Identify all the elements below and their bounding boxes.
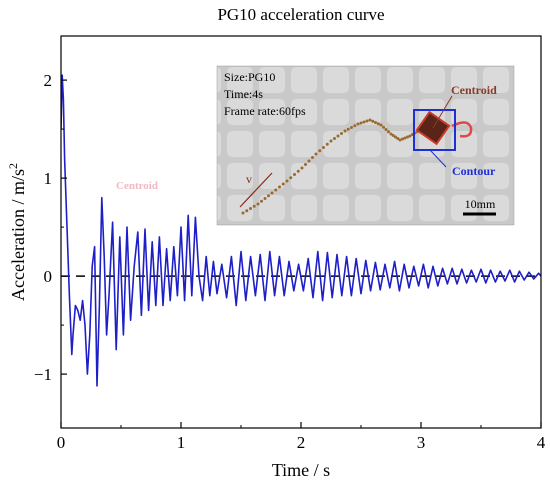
trajectory-dot xyxy=(353,124,356,127)
y-tick-label: −1 xyxy=(34,365,52,384)
trajectory-dot xyxy=(274,189,277,192)
trajectory-dot xyxy=(282,183,285,186)
trajectory-dot xyxy=(242,212,245,215)
trajectory-dot xyxy=(377,122,380,125)
trajectory-dot xyxy=(245,209,248,212)
trajectory-dot xyxy=(293,173,296,176)
trajectory-dot xyxy=(326,143,329,146)
trajectory-dot xyxy=(369,119,372,122)
trajectory-dot xyxy=(385,128,388,131)
y-tick-label: 1 xyxy=(44,169,53,188)
trajectory-dot xyxy=(253,205,256,208)
y-axis-label: Acceleration / m/s2 xyxy=(6,163,28,301)
trajectory-dot xyxy=(357,123,360,126)
x-tick-label: 0 xyxy=(57,433,66,452)
x-axis: 0 1 2 3 4 xyxy=(57,422,546,452)
centroid-label: Centroid xyxy=(451,83,497,97)
inset-image: Size:PG10 Time:4s Frame rate:60fps v Cen… xyxy=(217,66,514,225)
trajectory-dot xyxy=(363,121,366,124)
trajectory-dot xyxy=(267,194,270,197)
trajectory-dot xyxy=(340,132,343,135)
trajectory-dot xyxy=(297,170,300,173)
trajectory-dot xyxy=(333,137,336,140)
trajectory-dot xyxy=(301,167,304,170)
trajectory-dot xyxy=(371,120,374,123)
trajectory-dot xyxy=(308,160,311,163)
trajectory-dot xyxy=(286,180,289,183)
x-tick-label: 2 xyxy=(297,433,306,452)
trajectory-dot xyxy=(249,207,252,210)
inset-size-label: Size:PG10 xyxy=(224,70,275,84)
y-tick-label: 0 xyxy=(44,267,53,286)
trajectory-dot xyxy=(382,126,385,129)
trajectory-dot xyxy=(347,128,350,131)
trajectory-dot xyxy=(337,135,340,138)
inset-time-label: Time:4s xyxy=(224,87,263,101)
trajectory-dot xyxy=(311,156,314,159)
trajectory-dot xyxy=(278,186,281,189)
x-tick-label: 4 xyxy=(537,433,546,452)
trajectory-dot xyxy=(374,121,377,124)
velocity-label: v xyxy=(246,172,252,186)
trajectory-dot xyxy=(271,192,274,195)
trajectory-dot xyxy=(260,200,263,203)
x-tick-label: 3 xyxy=(417,433,426,452)
x-axis-label: Time / s xyxy=(272,460,330,480)
trajectory-dot xyxy=(350,126,353,129)
trajectory-dot xyxy=(257,203,260,206)
y-axis-label-sup: 2 xyxy=(6,163,20,169)
trajectory-dot xyxy=(289,176,292,179)
trajectory-dot xyxy=(318,149,321,152)
trajectory-dot xyxy=(344,130,347,133)
ghost-centroid-label: Centroid xyxy=(116,180,158,192)
y-axis-label-text: Acceleration / m/s xyxy=(8,169,28,301)
y-tick-label: 2 xyxy=(44,71,53,90)
trajectory-dot xyxy=(264,197,267,200)
trajectory-dot xyxy=(366,120,369,123)
contour-label: Contour xyxy=(452,164,496,178)
x-tick-label: 1 xyxy=(177,433,186,452)
trajectory-dot xyxy=(380,124,383,127)
trajectory-dot xyxy=(387,130,390,133)
trajectory-dot xyxy=(409,135,412,138)
trajectory-dot xyxy=(315,153,318,156)
chart-title: PG10 acceleration curve xyxy=(217,5,384,24)
trajectory-dot xyxy=(360,122,363,125)
trajectory-dot xyxy=(330,140,333,143)
inset-framerate-label: Frame rate:60fps xyxy=(224,104,306,118)
trajectory-dot xyxy=(304,163,307,166)
trajectory-dot xyxy=(322,146,325,149)
scale-label: 10mm xyxy=(465,197,496,211)
